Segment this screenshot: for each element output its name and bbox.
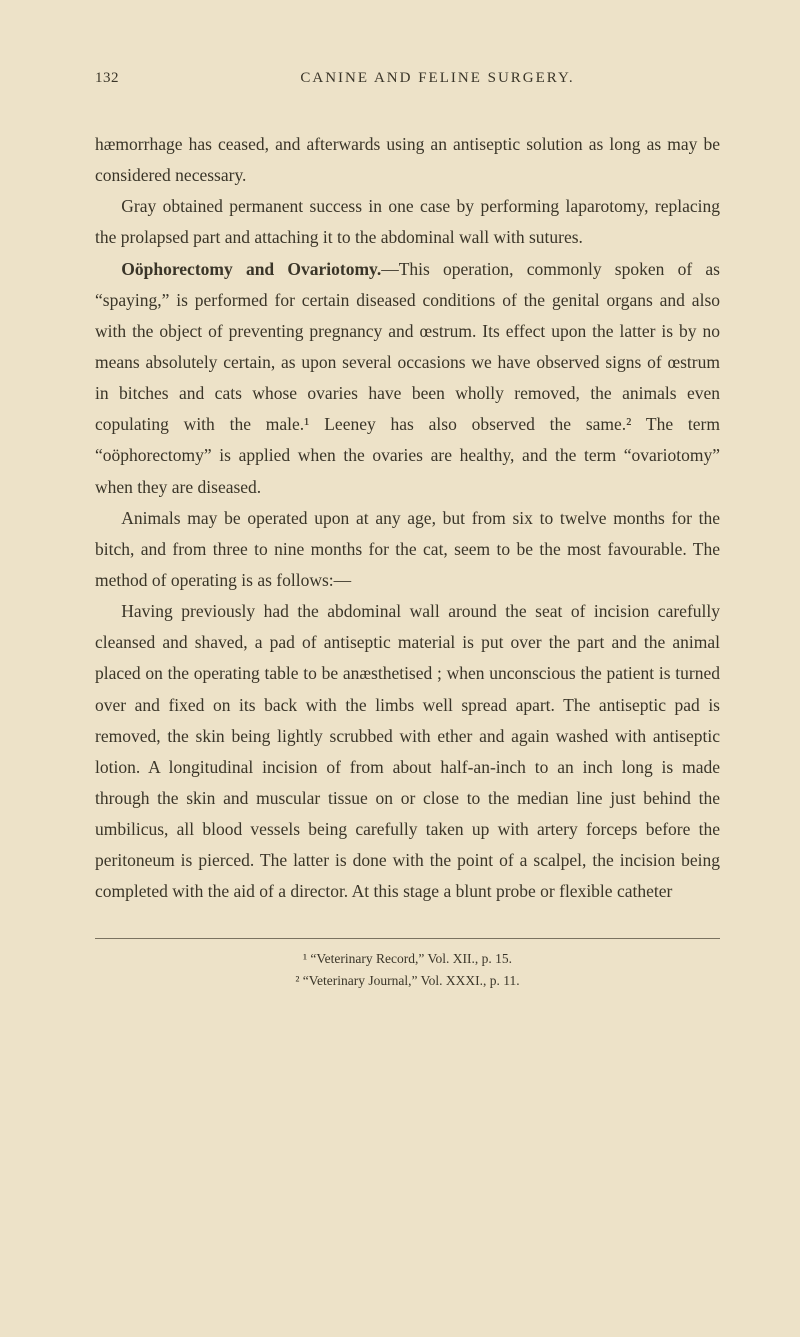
paragraph-continuation: hæmorrhage has ceased, and afterwards us… <box>95 129 720 191</box>
paragraph-section: Oöphorectomy and Ovariotomy.—This operat… <box>95 254 720 503</box>
body-text: hæmorrhage has ceased, and afterwards us… <box>95 129 720 908</box>
paragraph: Gray obtained permanent success in one c… <box>95 191 720 253</box>
page-container: 132 CANINE AND FELINE SURGERY. hæmorrhag… <box>0 0 800 1053</box>
running-title: CANINE AND FELINE SURGERY. <box>155 70 720 87</box>
footnotes-block: ¹ “Veterinary Record,” Vol. XII., p. 15.… <box>95 938 720 992</box>
page-header: 132 CANINE AND FELINE SURGERY. <box>95 70 720 87</box>
footnote-2: ² “Veterinary Journal,” Vol. XXXI., p. 1… <box>95 971 720 991</box>
page-number: 132 <box>95 70 155 87</box>
footnote-1: ¹ “Veterinary Record,” Vol. XII., p. 15. <box>95 949 720 969</box>
paragraph: Animals may be operated upon at any age,… <box>95 503 720 596</box>
paragraph: Having previously had the abdominal wall… <box>95 596 720 907</box>
paragraph-body: —This operation, commonly spoken of as “… <box>95 259 720 497</box>
section-heading: Oöphorectomy and Ovariotomy. <box>121 259 381 279</box>
